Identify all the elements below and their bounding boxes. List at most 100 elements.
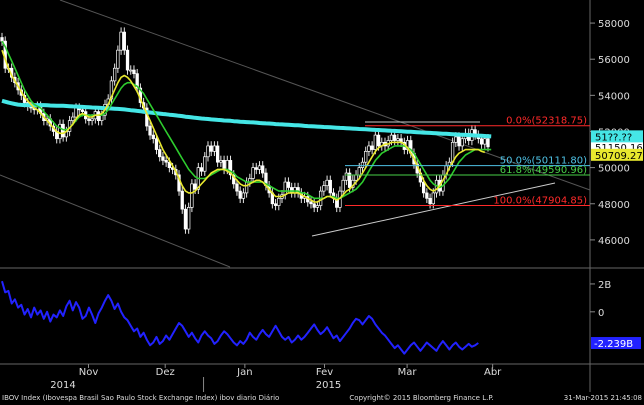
candle-body — [389, 134, 394, 141]
candle-body — [119, 31, 123, 51]
candle-body — [360, 161, 365, 168]
candle-body — [135, 73, 139, 89]
candle-body — [283, 181, 287, 196]
month-tick-label: Abr — [484, 367, 502, 378]
candle-body — [479, 138, 484, 145]
candle-body — [367, 145, 371, 152]
candle-body — [325, 179, 329, 187]
candle-body — [71, 116, 75, 121]
candle-body — [90, 118, 94, 121]
candle-body — [244, 181, 249, 194]
candle-body — [454, 136, 458, 143]
candle-body — [219, 160, 223, 163]
oscillator-line — [1, 280, 479, 355]
candle-body — [373, 134, 378, 150]
candle-body — [190, 183, 194, 208]
fib-level-label: 50.0%(50111.80) — [500, 156, 587, 167]
candle-body — [238, 190, 242, 199]
footer-timestamp: 31-Mar-2015 21:45:08 — [563, 394, 642, 402]
candle-body — [0, 37, 4, 42]
footer-security-description: IBOV Index (Ibovespa Brasil Sao Paulo St… — [2, 394, 280, 402]
candle-body — [203, 156, 207, 172]
series-line-mid-ma — [1, 40, 492, 200]
candle-body — [132, 69, 136, 75]
candle-body — [125, 49, 130, 71]
trend-channel-lower — [0, 174, 231, 268]
osc-tick-label: 2B — [598, 280, 611, 291]
candle-body — [151, 134, 155, 140]
candle-body — [209, 145, 213, 152]
candle-body — [405, 140, 410, 150]
candle-body — [193, 183, 197, 190]
candle-body — [183, 208, 188, 230]
candle-body — [199, 167, 204, 172]
price-tag-box — [591, 148, 643, 161]
candle-body — [222, 160, 226, 170]
price-tick-label: 54000 — [598, 91, 630, 102]
price-tag-label: 51150.16 — [595, 143, 643, 154]
candle-body — [241, 192, 246, 199]
fib-level-label: 100.0%(47904.85) — [493, 195, 587, 206]
candle-body — [364, 151, 368, 163]
candle-body — [312, 203, 316, 208]
price-tag-box — [591, 130, 643, 143]
candle-body — [74, 107, 78, 118]
candle-body — [158, 149, 162, 158]
price-tick-label: 58000 — [598, 19, 630, 30]
candle-body — [425, 192, 429, 199]
fib-level-label: 0.0%(52318.75) — [506, 116, 587, 127]
candle-body — [96, 111, 101, 121]
candle-body — [354, 174, 358, 181]
price-tick-label: 56000 — [598, 55, 630, 66]
candle-body — [347, 172, 352, 188]
candle-body — [148, 125, 152, 136]
candle-body — [100, 114, 104, 121]
series-line-short-ma — [1, 49, 486, 203]
candle-body — [206, 145, 210, 158]
candle-body — [286, 181, 291, 188]
candle-body — [235, 183, 239, 192]
candle-body — [154, 138, 159, 150]
month-tick-label: Nov — [79, 367, 99, 378]
candle-body — [87, 118, 91, 121]
candle-body — [460, 138, 464, 147]
candle-body — [232, 174, 236, 185]
candle-body — [309, 201, 313, 205]
price-tag-label: 50709.27 — [595, 151, 643, 162]
candle-body — [344, 172, 349, 181]
candle-body — [80, 109, 85, 112]
candle-body — [357, 167, 361, 176]
month-tick-label: Jan — [236, 367, 252, 378]
candle-body — [261, 165, 265, 174]
footer-copyright: Copyright© 2015 Bloomberg Finance L.P. — [349, 394, 494, 402]
candle-body — [164, 160, 168, 163]
candle-body — [328, 179, 332, 194]
fib-level-label: 61.8%(49590.96) — [500, 165, 587, 176]
month-tick-label: Mar — [398, 367, 418, 378]
candle-body — [486, 138, 490, 148]
candle-body — [376, 134, 381, 147]
candle-body — [112, 67, 117, 82]
month-tick-label: Fev — [316, 367, 333, 378]
chart-footer: IBOV Index (Ibovespa Brasil Sao Paulo St… — [0, 391, 644, 405]
candle-body — [228, 160, 233, 176]
candle-body — [322, 185, 326, 192]
month-tick-label: Dez — [156, 367, 175, 378]
year-tick-label: 2015 — [316, 380, 341, 391]
candle-body — [457, 136, 461, 147]
osc-tick-label: 0 — [598, 308, 604, 319]
candle-body — [61, 123, 65, 138]
candle-body — [396, 138, 400, 141]
candle-body — [257, 165, 262, 170]
candle-body — [251, 167, 255, 179]
candle-body — [341, 179, 345, 192]
candle-body — [116, 49, 120, 69]
support-trendline — [311, 182, 556, 237]
candle-body — [421, 181, 426, 194]
candle-body — [212, 145, 217, 152]
candle-body — [161, 156, 165, 161]
candle-body — [428, 197, 432, 205]
candle-body — [180, 190, 184, 210]
trend-channel-upper — [59, 0, 591, 191]
price-tick-label: 50000 — [598, 164, 630, 175]
